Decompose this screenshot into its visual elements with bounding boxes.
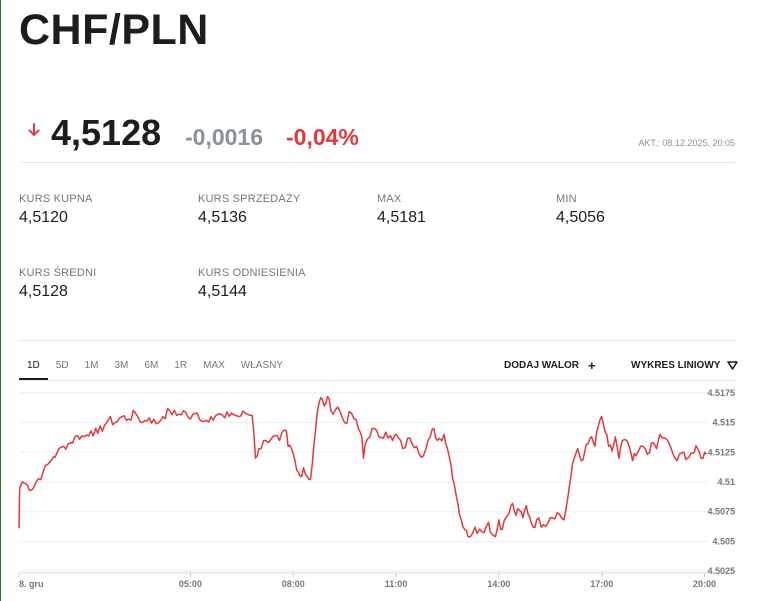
y-tick-label: 4.5125 bbox=[707, 447, 735, 457]
y-tick-label: 4.5075 bbox=[707, 507, 735, 517]
tab-custom[interactable]: WŁASNY bbox=[240, 360, 284, 371]
stat-value: 4,5144 bbox=[198, 283, 247, 300]
current-price: 4,5128 bbox=[51, 112, 162, 153]
updated-timestamp: AKT.: 08.12.2025, 20:05 bbox=[638, 138, 735, 148]
price-line bbox=[18, 395, 707, 538]
tab-1d[interactable]: 1D bbox=[19, 356, 48, 380]
price-chart: 4.5025 4.505 4.5075 4.51 4.5125 4.515 4.5175 8.… bbox=[18, 388, 735, 589]
y-tick-label: 4.5025 bbox=[707, 566, 735, 576]
chart-type-dropdown[interactable]: WYKRES LINIOWY bbox=[631, 360, 739, 371]
stat-value: 4,5056 bbox=[556, 209, 605, 226]
x-tick-label: 20:00 bbox=[693, 579, 716, 589]
stat-value: 4,5181 bbox=[377, 209, 426, 226]
stat-label: MIN bbox=[556, 193, 577, 205]
quote-row: 4,5128 -0,0016 -0,04% AKT.: 08.12.2025, … bbox=[19, 112, 735, 156]
chart-axis: 4.5025 4.505 4.5075 4.51 4.5125 4.515 4.5175 8.… bbox=[18, 388, 735, 589]
stat-label: KURS ODNIESIENIA bbox=[198, 267, 306, 279]
stat-bid: KURS KUPNA 4,5120 bbox=[19, 193, 93, 227]
arrow-down-icon bbox=[28, 123, 40, 137]
stat-label: MAX bbox=[377, 193, 402, 205]
stat-label: KURS ŚREDNI bbox=[19, 267, 97, 279]
stat-label: KURS KUPNA bbox=[19, 193, 93, 205]
tab-6m[interactable]: 6M bbox=[144, 360, 159, 371]
x-tick-label: 14:00 bbox=[487, 579, 510, 589]
y-tick-label: 4.515 bbox=[712, 418, 735, 428]
divider bbox=[19, 340, 735, 341]
tab-1m[interactable]: 1M bbox=[84, 360, 99, 371]
x-tick-label: 17:00 bbox=[590, 579, 613, 589]
page-title: CHF/PLN bbox=[19, 6, 209, 54]
stat-max: MAX 4,5181 bbox=[377, 193, 426, 227]
stat-value: 4,5120 bbox=[19, 209, 68, 226]
y-tick-label: 4.5175 bbox=[707, 388, 735, 398]
add-asset-button[interactable]: DODAJ WALOR + bbox=[504, 357, 596, 373]
change-percent: -0,04% bbox=[286, 124, 359, 150]
x-tick-label: 05:00 bbox=[179, 579, 202, 589]
x-tick-label: 08:00 bbox=[282, 579, 305, 589]
plus-icon: + bbox=[588, 357, 596, 373]
stat-label: KURS SPRZEDAŻY bbox=[198, 193, 301, 205]
chart-type-label: WYKRES LINIOWY bbox=[631, 360, 721, 371]
y-tick-label: 4.51 bbox=[717, 477, 735, 487]
divider bbox=[19, 162, 735, 163]
tab-max[interactable]: MAX bbox=[203, 360, 225, 371]
tab-5d[interactable]: 5D bbox=[55, 360, 69, 371]
stat-value: 4,5128 bbox=[19, 283, 68, 300]
chart-gridlines bbox=[19, 392, 708, 572]
stat-min: MIN 4,5056 bbox=[556, 193, 605, 227]
tab-1r[interactable]: 1R bbox=[174, 360, 188, 371]
add-asset-label: DODAJ WALOR bbox=[504, 360, 579, 371]
x-tick-label: 11:00 bbox=[385, 579, 408, 589]
range-tabs: 1D 5D 1M 3M 6M 1R MAX WŁASNY bbox=[19, 356, 291, 380]
change-absolute: -0,0016 bbox=[185, 124, 264, 150]
stat-reference: KURS ODNIESIENIA 4,5144 bbox=[198, 267, 306, 301]
stat-ask: KURS SPRZEDAŻY 4,5136 bbox=[198, 193, 300, 227]
triangle-down-icon bbox=[727, 361, 739, 370]
stat-average: KURS ŚREDNI 4,5128 bbox=[19, 267, 96, 301]
x-tick-label: 8. gru bbox=[19, 579, 44, 589]
stat-value: 4,5136 bbox=[198, 209, 247, 226]
page-left-rule bbox=[0, 0, 1, 601]
y-tick-label: 4.505 bbox=[712, 536, 735, 546]
tab-3m[interactable]: 3M bbox=[114, 360, 129, 371]
divider bbox=[19, 380, 735, 381]
